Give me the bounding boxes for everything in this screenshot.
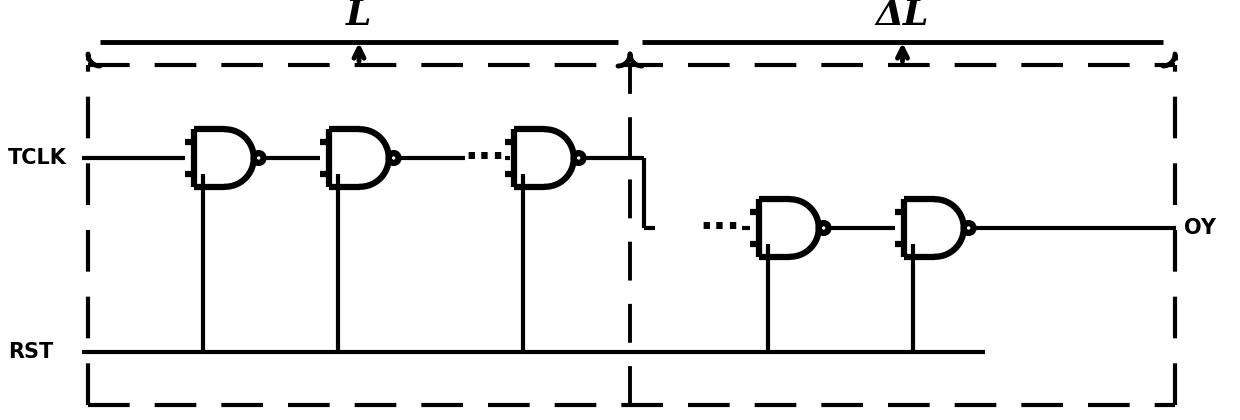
Text: OY: OY [1184,218,1216,238]
Text: ΔL: ΔL [875,0,929,32]
Text: ···: ··· [699,211,740,245]
Text: TCLK: TCLK [7,148,67,168]
Text: ···: ··· [465,141,506,175]
Text: RST: RST [7,342,53,362]
Text: L: L [346,0,372,32]
